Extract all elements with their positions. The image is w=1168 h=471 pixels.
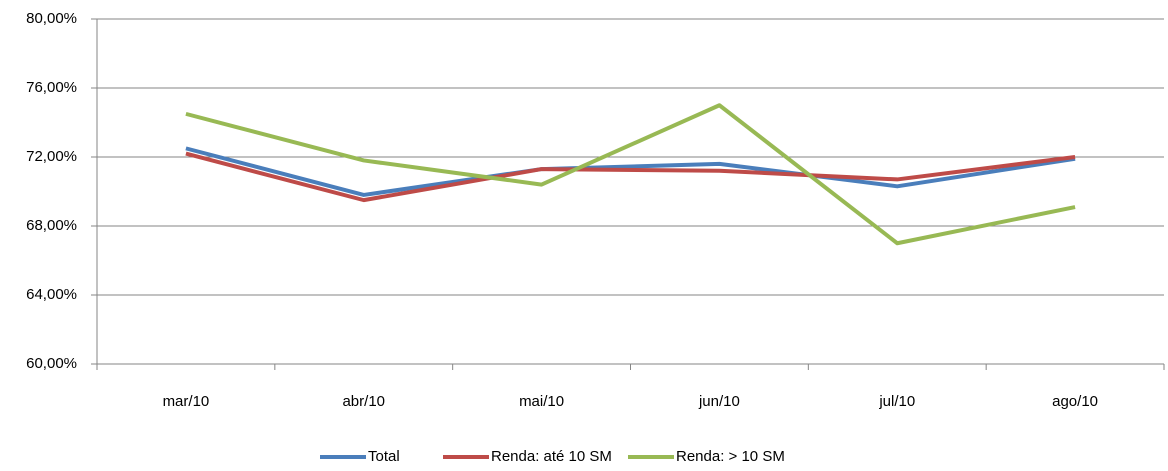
- x-tick-label: mai/10: [519, 393, 564, 410]
- y-tick-label: 64,00%: [26, 286, 77, 303]
- series-line: [185, 151, 1076, 203]
- y-tick-label: 80,00%: [26, 10, 77, 27]
- legend-label: Renda: até 10 SM: [491, 448, 612, 465]
- legend-label: Total: [368, 448, 400, 465]
- y-tick-label: 60,00%: [26, 355, 77, 372]
- series-line: [185, 103, 1076, 246]
- y-tick-label: 76,00%: [26, 79, 77, 96]
- x-tick-label: ago/10: [1052, 393, 1098, 410]
- x-tick-label: abr/10: [342, 393, 385, 410]
- x-tick-label: jul/10: [878, 393, 915, 410]
- y-tick-label: 68,00%: [26, 217, 77, 234]
- x-tick-label: jun/10: [698, 393, 740, 410]
- x-tick-label: mar/10: [163, 393, 210, 410]
- legend-label: Renda: > 10 SM: [676, 448, 785, 465]
- y-tick-label: 72,00%: [26, 148, 77, 165]
- series-line: [185, 146, 1076, 197]
